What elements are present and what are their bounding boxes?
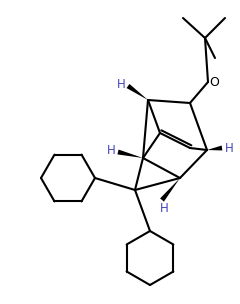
Text: O: O bbox=[209, 75, 219, 88]
Polygon shape bbox=[126, 84, 148, 100]
Text: H: H bbox=[225, 141, 233, 154]
Polygon shape bbox=[160, 178, 180, 202]
Polygon shape bbox=[207, 146, 222, 150]
Text: H: H bbox=[107, 144, 115, 157]
Text: H: H bbox=[160, 202, 168, 215]
Text: H: H bbox=[117, 78, 125, 91]
Polygon shape bbox=[117, 150, 143, 158]
